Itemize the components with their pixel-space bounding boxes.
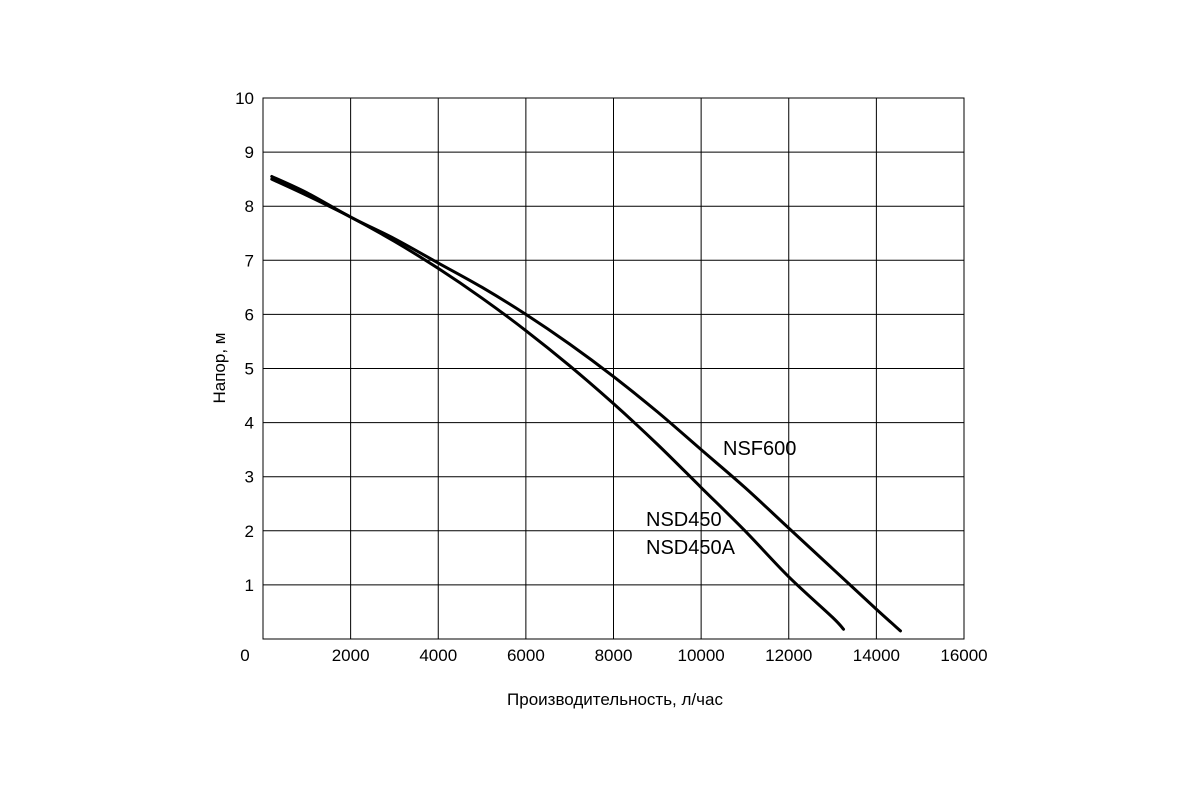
- x-tick-label: 2000: [332, 646, 370, 665]
- series-layer: [270, 174, 902, 633]
- series-label-nsf600: NSF600: [723, 438, 796, 460]
- x-tick-label: 14000: [853, 646, 900, 665]
- x-tick-label: 12000: [765, 646, 812, 665]
- y-tick-label: 10: [235, 89, 254, 108]
- y-tick-label: 1: [245, 576, 254, 595]
- y-axis-title: Напор, м: [210, 333, 229, 404]
- x-tick-label: 6000: [507, 646, 545, 665]
- grid: [263, 98, 964, 639]
- series-label-nsd450: NSD450: [646, 509, 722, 531]
- y-tick-label: 3: [245, 468, 254, 487]
- y-tick-label: 7: [245, 251, 254, 270]
- x-tick-label: 10000: [677, 646, 724, 665]
- y-tick-label: 5: [245, 360, 254, 379]
- x-axis-title: Производительность, л/час: [507, 690, 723, 709]
- x-tick-label: 16000: [940, 646, 987, 665]
- x-tick-labels: 0 2000 4000 6000 8000 10000 12000 14000 16000: [240, 646, 987, 665]
- series-label-nsd450a: NSD450A: [646, 537, 736, 559]
- x-tick-label: 8000: [595, 646, 633, 665]
- y-tick-label: 2: [245, 522, 254, 541]
- y-tick-label: 9: [245, 143, 254, 162]
- x-tick-label: 0: [240, 646, 249, 665]
- y-tick-label: 8: [245, 197, 254, 216]
- y-tick-label: 6: [245, 305, 254, 324]
- y-tick-labels: 1 2 3 4 5 6 7 8 9 10: [235, 89, 254, 595]
- y-tick-label: 4: [245, 414, 254, 433]
- series-line-nsf600: [270, 174, 902, 633]
- plot-frame: [262, 97, 965, 640]
- x-tick-label: 4000: [419, 646, 457, 665]
- series-line-nsd450: [270, 177, 846, 631]
